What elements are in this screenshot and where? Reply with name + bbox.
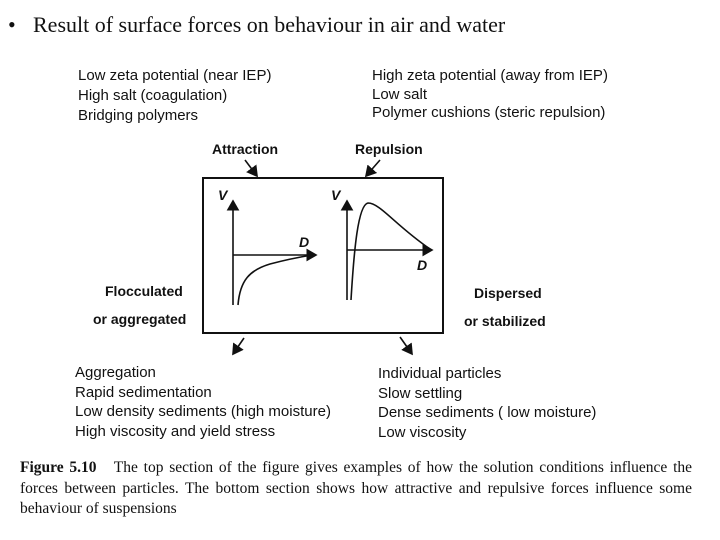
arrow: [244, 159, 258, 178]
list-item: Dense sediments ( low moisture): [378, 404, 597, 422]
caption-text: The top section of the figure gives exam…: [20, 459, 693, 517]
list-item: Low density sediments (high moisture): [75, 403, 331, 421]
axis-label: V: [331, 187, 341, 203]
attraction-curve: [237, 254, 313, 306]
list-item: Low salt: [372, 85, 428, 103]
list-item: Bridging polymers: [78, 107, 199, 124]
state-label: Dispersed: [474, 285, 542, 301]
state-label: or aggregated: [93, 311, 187, 327]
slide-title: Result of surface forces on behaviour in…: [33, 12, 506, 37]
force-label: Attraction: [212, 141, 279, 157]
state-label: Flocculated: [105, 283, 183, 299]
list-item: Rapid sedimentation: [75, 383, 212, 401]
axis-label: D: [299, 234, 310, 250]
state-label: or stabilized: [464, 313, 546, 329]
axis-label: V: [218, 187, 228, 203]
list-item: Aggregation: [75, 364, 156, 381]
repulsion-curve: [350, 202, 431, 301]
list-item: High viscosity and yield stress: [75, 423, 276, 441]
list-item: Polymer cushions (steric repulsion): [372, 104, 606, 121]
list-item: Individual particles: [378, 365, 502, 382]
list-item: High salt (coagulation): [78, 87, 228, 104]
list-item: Low zeta potential (near IEP): [78, 67, 272, 84]
list-item: High zeta potential (away from IEP): [372, 67, 608, 84]
bullet: •: [8, 12, 16, 37]
axis-label: D: [417, 257, 428, 273]
caption-label: Figure 5.10: [20, 459, 97, 476]
arrow: [399, 336, 413, 356]
list-item: Slow settling: [378, 384, 463, 402]
graph-box: [202, 177, 444, 334]
force-label: Repulsion: [355, 141, 423, 157]
caption: Figure 5.10 The top section of the figur…: [20, 458, 692, 520]
list-item: Low viscosity: [378, 424, 467, 442]
arrow: [364, 159, 381, 178]
arrow: [232, 337, 245, 356]
